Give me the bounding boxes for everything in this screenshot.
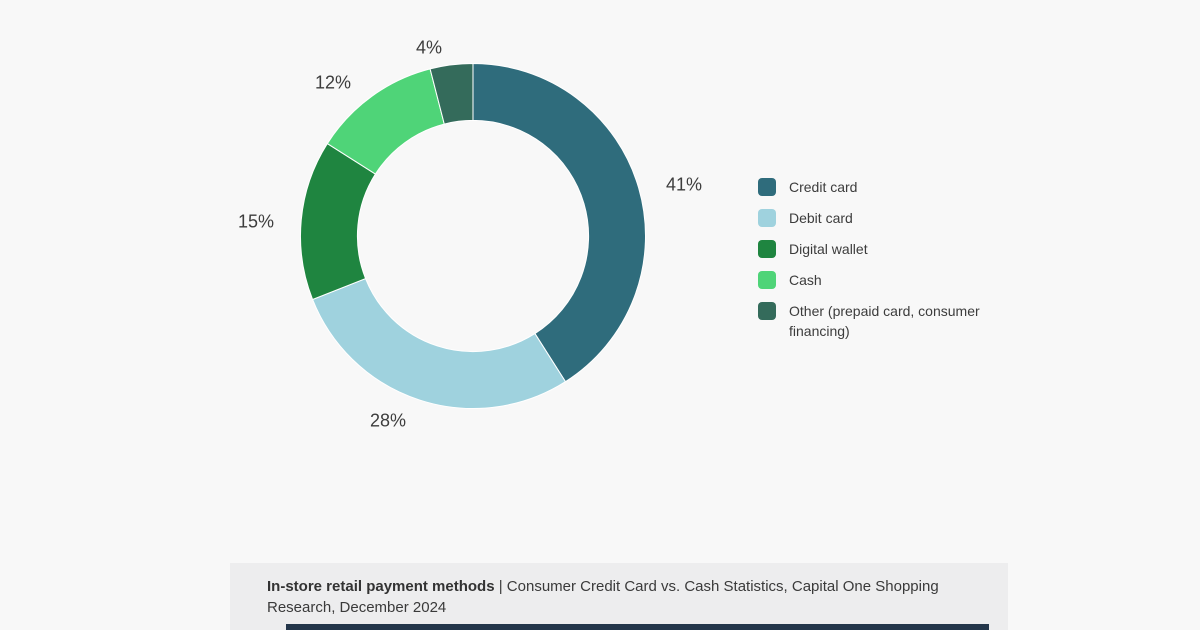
slice-label-digital-wallet: 15% — [237, 211, 275, 232]
slice-label-cash: 12% — [314, 72, 352, 93]
slice-label-credit-card: 41% — [665, 174, 703, 195]
caption-text: In-store retail payment methods | Consum… — [230, 563, 1008, 618]
legend-swatch-credit-card — [758, 178, 776, 196]
caption-box: In-store retail payment methods | Consum… — [230, 563, 1008, 630]
legend-label-cash: Cash — [789, 272, 822, 288]
bottom-accent-bar — [286, 624, 989, 630]
legend-item-digital-wallet: Digital wallet — [758, 240, 1010, 259]
donut-chart — [300, 63, 646, 409]
legend-label-other: Other (prepaid card, consumer financing) — [789, 303, 980, 339]
legend-label-digital-wallet: Digital wallet — [789, 241, 868, 257]
legend-label-credit-card: Credit card — [789, 179, 858, 195]
legend-label-debit-card: Debit card — [789, 210, 853, 226]
legend-item-other: Other (prepaid card, consumer financing) — [758, 302, 1010, 341]
caption-title: In-store retail payment methods — [267, 578, 495, 595]
legend-item-cash: Cash — [758, 271, 1010, 290]
legend-swatch-other — [758, 302, 776, 320]
caption-source: Consumer Credit Card vs. Cash Statistics… — [267, 578, 939, 616]
legend-item-debit-card: Debit card — [758, 209, 1010, 228]
legend-item-credit-card: Credit card — [758, 178, 1010, 197]
legend: Credit card Debit card Digital wallet Ca… — [758, 178, 1010, 353]
pie-slice-credit-card — [472, 63, 646, 383]
slice-label-other: 4% — [415, 37, 443, 58]
legend-swatch-cash — [758, 271, 776, 289]
slice-label-debit-card: 28% — [369, 410, 407, 431]
legend-swatch-digital-wallet — [758, 240, 776, 258]
legend-swatch-debit-card — [758, 209, 776, 227]
pie-slice-other-prepaid-card-consumer-financing — [429, 63, 474, 125]
caption-separator: | — [494, 578, 507, 595]
pie-slice-debit-card — [311, 277, 567, 409]
